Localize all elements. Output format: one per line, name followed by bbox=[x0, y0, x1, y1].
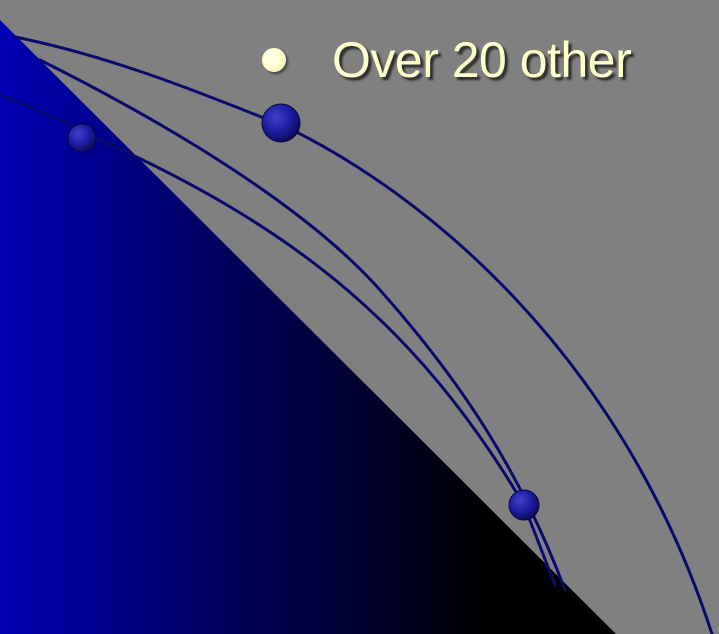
bullet-text: Over 20 other bbox=[332, 32, 632, 88]
planet-large bbox=[261, 103, 301, 143]
bullet-dot-icon bbox=[262, 48, 286, 72]
orbit-middle bbox=[38, 58, 567, 592]
gradient-triangle bbox=[0, 20, 616, 634]
orbit-inner bbox=[0, 93, 557, 587]
orbit-outer bbox=[13, 35, 714, 634]
bullet-item: Over 20 other bbox=[262, 30, 632, 90]
planet-lower bbox=[508, 489, 540, 521]
planet-left bbox=[67, 123, 97, 153]
